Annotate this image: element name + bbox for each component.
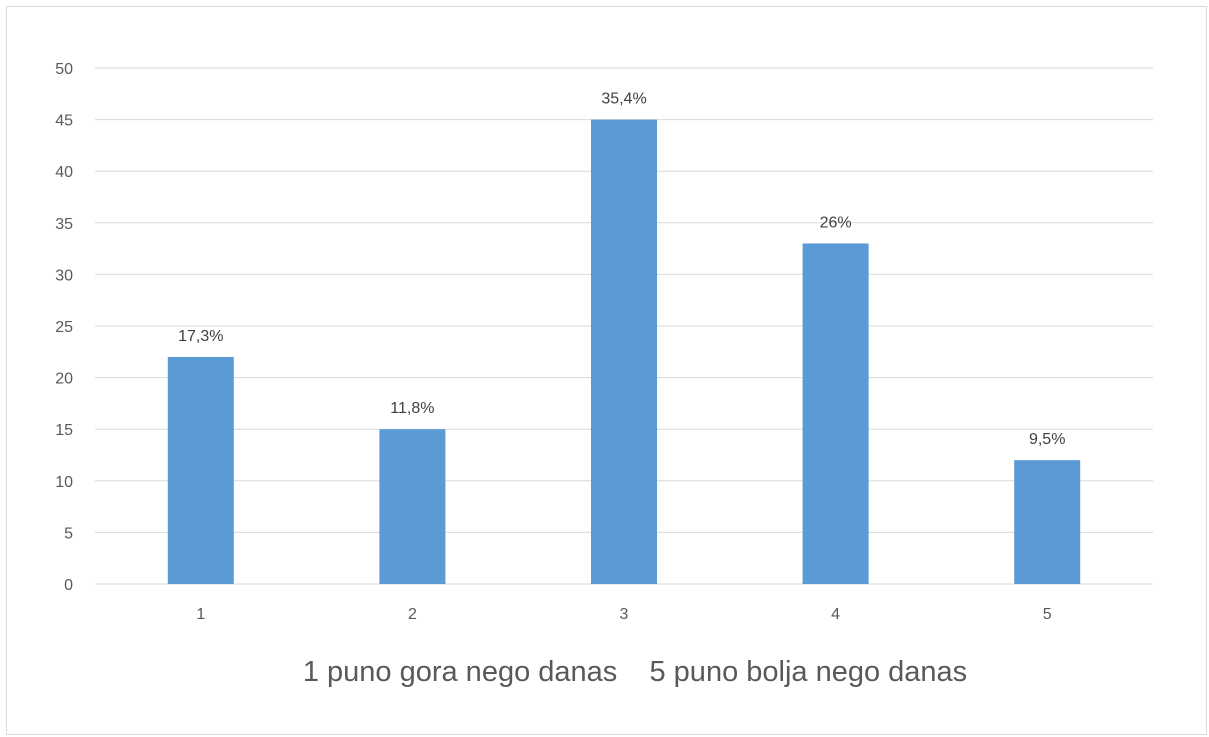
y-axis-tick-labels: 0 5 10 15 20 25 30 35 40 45 50 — [55, 61, 73, 594]
y-tick-label: 40 — [55, 164, 73, 181]
x-tick-label: 2 — [408, 606, 417, 623]
x-tick-label: 1 — [196, 606, 205, 623]
y-tick-label: 0 — [64, 577, 73, 594]
data-label: 17,3% — [178, 328, 223, 345]
data-labels: 17,3% 11,8% 35,4% 26% 9,5% — [178, 91, 1065, 449]
y-tick-label: 25 — [55, 319, 73, 336]
y-tick-label: 20 — [55, 371, 73, 388]
y-tick-label: 45 — [55, 113, 73, 130]
y-tick-label: 50 — [55, 61, 73, 78]
y-tick-label: 35 — [55, 216, 73, 233]
chart-frame: 0 5 10 15 20 25 30 35 40 45 50 17,3% 11,8% 35,4% 26% 9… — [6, 6, 1207, 735]
y-tick-label: 30 — [55, 267, 73, 284]
x-axis-tick-labels: 1 2 3 4 5 — [196, 606, 1051, 623]
bars — [167, 119, 1081, 584]
data-label: 11,8% — [390, 400, 434, 417]
bar — [591, 119, 657, 584]
x-axis-title: 1 puno gora nego danas 5 puno bolja nego… — [303, 656, 967, 688]
x-tick-label: 4 — [831, 606, 840, 623]
y-tick-label: 10 — [55, 474, 73, 491]
bar — [802, 243, 869, 584]
y-tick-label: 5 — [64, 525, 73, 542]
bar — [1014, 460, 1081, 584]
data-label: 26% — [820, 214, 852, 231]
x-tick-label: 3 — [620, 606, 629, 623]
y-tick-label: 15 — [55, 422, 73, 439]
bar — [167, 356, 234, 584]
bar — [379, 429, 446, 584]
x-tick-label: 5 — [1043, 606, 1052, 623]
data-label: 35,4% — [601, 91, 646, 108]
data-label: 9,5% — [1029, 431, 1065, 448]
